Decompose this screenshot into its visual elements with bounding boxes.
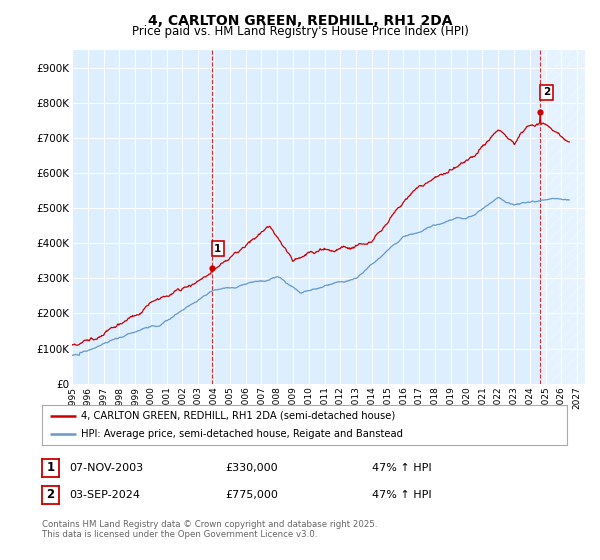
Text: 1: 1 xyxy=(214,244,221,254)
Text: 1: 1 xyxy=(46,461,55,474)
Text: 2: 2 xyxy=(543,87,550,97)
Text: Price paid vs. HM Land Registry's House Price Index (HPI): Price paid vs. HM Land Registry's House … xyxy=(131,25,469,38)
Text: 07-NOV-2003: 07-NOV-2003 xyxy=(69,463,143,473)
Bar xyxy=(540,50,585,384)
Text: £775,000: £775,000 xyxy=(225,490,278,500)
Text: HPI: Average price, semi-detached house, Reigate and Banstead: HPI: Average price, semi-detached house,… xyxy=(82,430,403,439)
Text: 4, CARLTON GREEN, REDHILL, RH1 2DA (semi-detached house): 4, CARLTON GREEN, REDHILL, RH1 2DA (semi… xyxy=(82,411,395,421)
Text: 4, CARLTON GREEN, REDHILL, RH1 2DA: 4, CARLTON GREEN, REDHILL, RH1 2DA xyxy=(148,14,452,28)
Text: Contains HM Land Registry data © Crown copyright and database right 2025.
This d: Contains HM Land Registry data © Crown c… xyxy=(42,520,377,539)
Text: 2: 2 xyxy=(46,488,55,501)
Text: 47% ↑ HPI: 47% ↑ HPI xyxy=(372,490,431,500)
Text: £330,000: £330,000 xyxy=(225,463,278,473)
Text: 03-SEP-2024: 03-SEP-2024 xyxy=(69,490,140,500)
Text: 47% ↑ HPI: 47% ↑ HPI xyxy=(372,463,431,473)
